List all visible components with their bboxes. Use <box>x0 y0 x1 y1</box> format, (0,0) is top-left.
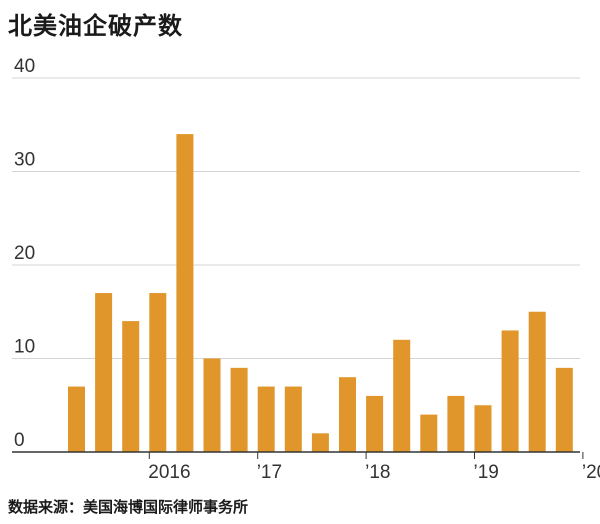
bar <box>501 330 519 452</box>
bar <box>555 367 573 452</box>
bar-chart: 0 10 20 30 40 2016 ’17 ’18 ’19 ’20 <box>12 56 600 483</box>
bar <box>447 395 465 452</box>
bar <box>311 433 329 452</box>
chart-title: 北美油企破产数 <box>8 12 183 40</box>
y-tick-label: 0 <box>14 430 25 451</box>
bars <box>68 134 573 452</box>
x-tick-label: ’17 <box>257 462 282 483</box>
source-note: 数据来源：美国海博国际律师事务所 <box>8 498 249 516</box>
x-tick-label: ’18 <box>365 462 390 483</box>
bar <box>203 358 221 452</box>
bar <box>284 386 302 452</box>
y-tick-label: 10 <box>14 337 35 358</box>
bar <box>474 405 492 452</box>
x-axis-ticks: 2016 ’17 ’18 ’19 ’20 <box>148 452 600 483</box>
y-tick-label: 40 <box>14 56 35 77</box>
bar <box>420 414 438 452</box>
x-tick-label: ’19 <box>474 462 499 483</box>
bar <box>230 367 248 452</box>
bar <box>339 377 356 452</box>
bar <box>393 339 411 452</box>
bar <box>149 293 167 452</box>
x-tick-label: ’20 <box>582 462 600 483</box>
x-tick-label: 2016 <box>148 462 190 483</box>
bar <box>366 395 384 452</box>
bar <box>95 293 113 452</box>
bar <box>176 134 194 452</box>
y-axis-ticks: 0 10 20 30 40 <box>14 56 35 451</box>
bar <box>257 386 275 452</box>
bar <box>122 321 140 452</box>
y-tick-label: 30 <box>14 150 35 171</box>
bar <box>528 311 546 452</box>
y-tick-label: 20 <box>14 243 35 264</box>
bar <box>68 386 85 452</box>
